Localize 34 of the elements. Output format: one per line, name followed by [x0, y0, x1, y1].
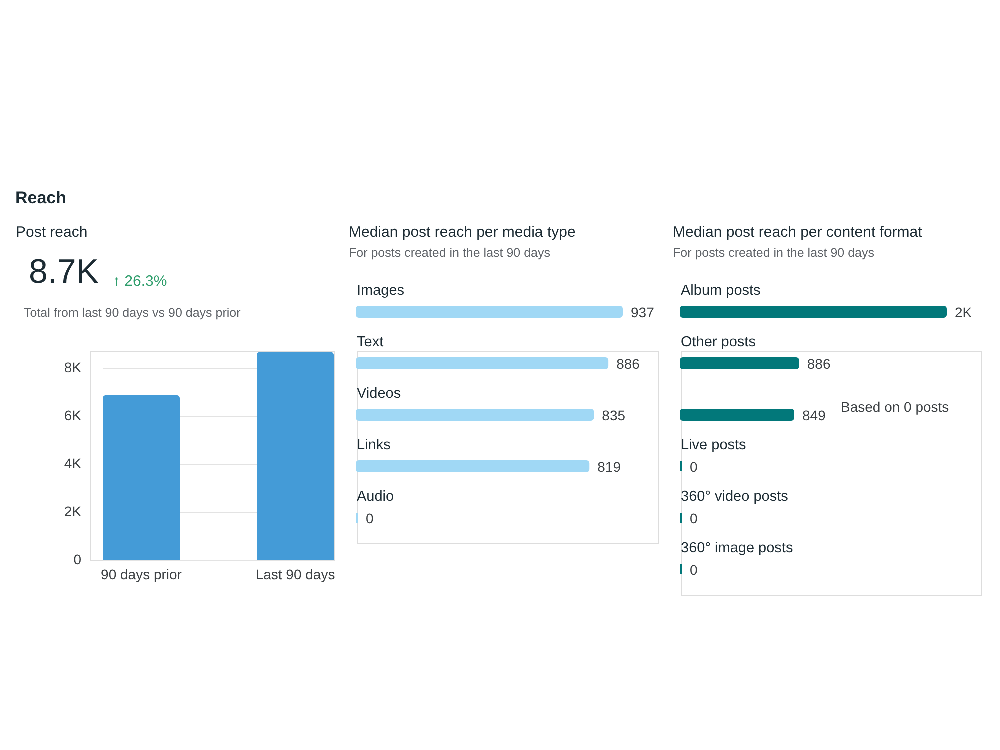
- text: 8.7K: [29, 253, 100, 291]
- annotation: Based on 0 posts: [841, 399, 950, 415]
- y-tick-label: 360° video posts: [681, 489, 788, 505]
- data-label: 849: [802, 407, 826, 424]
- data-label: 937: [631, 304, 655, 320]
- text: Reach: [16, 188, 67, 208]
- y-tick-label: Album posts: [681, 283, 761, 299]
- chart-subtitle: For posts created in the last 90 days: [349, 246, 550, 260]
- data-label: 819: [598, 458, 622, 475]
- y-tick-label: Audio: [357, 489, 394, 505]
- chart-subtitle: For posts created in the last 90 days: [673, 246, 874, 260]
- data-label: 886: [807, 356, 831, 372]
- data-label: 835: [602, 407, 626, 424]
- y-tick-label: Videos: [357, 386, 402, 402]
- y-tick-label: 6K: [64, 407, 82, 424]
- x-tick-label: Last 90 days: [256, 566, 336, 582]
- y-tick-label: 4K: [64, 455, 82, 472]
- chart-title: Median post reach per media type: [349, 224, 576, 241]
- data-label: 2K: [955, 304, 973, 320]
- chart-title: Median post reach per content format: [673, 224, 924, 241]
- y-tick-label: 8K: [64, 359, 82, 376]
- y-tick-label: Links: [357, 438, 391, 454]
- y-tick-label: Text: [357, 334, 384, 350]
- y-tick-label: 0: [74, 552, 82, 568]
- data-label: 886: [616, 356, 640, 372]
- text: ↑ 26.3%: [113, 273, 168, 290]
- chart-title: Post reach: [16, 224, 88, 241]
- y-tick-label: 360° image posts: [681, 540, 794, 556]
- y-tick-label: Other posts: [681, 334, 756, 350]
- chart-subtitle: Total from last 90 days vs 90 days prior: [24, 306, 241, 320]
- y-tick-label: 2K: [64, 503, 82, 520]
- x-tick-label: 90 days prior: [101, 566, 182, 582]
- y-tick-label: Live posts: [681, 438, 746, 454]
- y-tick-label: Images: [357, 283, 405, 299]
